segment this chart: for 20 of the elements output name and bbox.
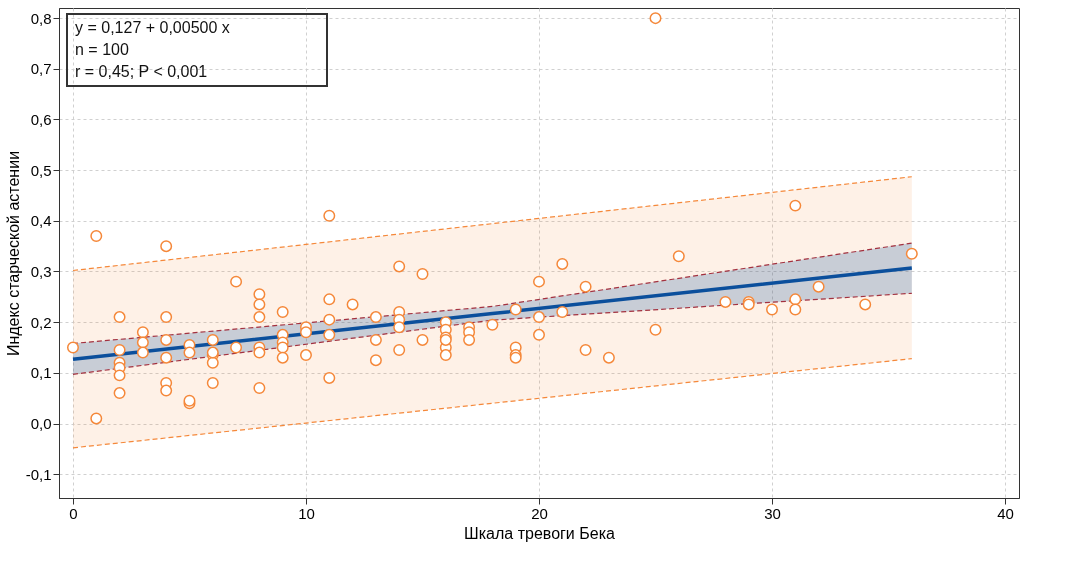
annotation: n = 100 (75, 41, 129, 58)
x-tick-label: 10 (298, 504, 315, 522)
y-tick-label: 0,0 (30, 415, 52, 433)
annotation: r = 0,45; P < 0,001 (75, 63, 208, 80)
x-tick-label: 30 (764, 504, 781, 522)
x-axis-title: Шкала тревоги Бека (464, 524, 615, 542)
x-tick-label: 20 (531, 504, 548, 522)
y-axis-title: Индекс старческой астении (4, 150, 22, 357)
y-tick-label: 0,5 (30, 161, 52, 179)
x-tick-label: 0 (69, 504, 78, 522)
y-tick-label: 0,7 (30, 60, 52, 78)
y-tick-label: 0,2 (30, 313, 52, 331)
y-tick-label: 0,3 (30, 263, 52, 280)
y-tick-label: -0,1 (25, 465, 52, 483)
x-tick-label: 40 (997, 504, 1014, 522)
annotation: y = 0,127 + 0,00500 x (75, 19, 230, 36)
y-tick-label: 0,6 (30, 110, 52, 128)
y-tick-label: 0,8 (30, 9, 52, 27)
y-tick-label: 0,4 (30, 212, 52, 230)
y-tick-label: 0,1 (30, 364, 52, 382)
